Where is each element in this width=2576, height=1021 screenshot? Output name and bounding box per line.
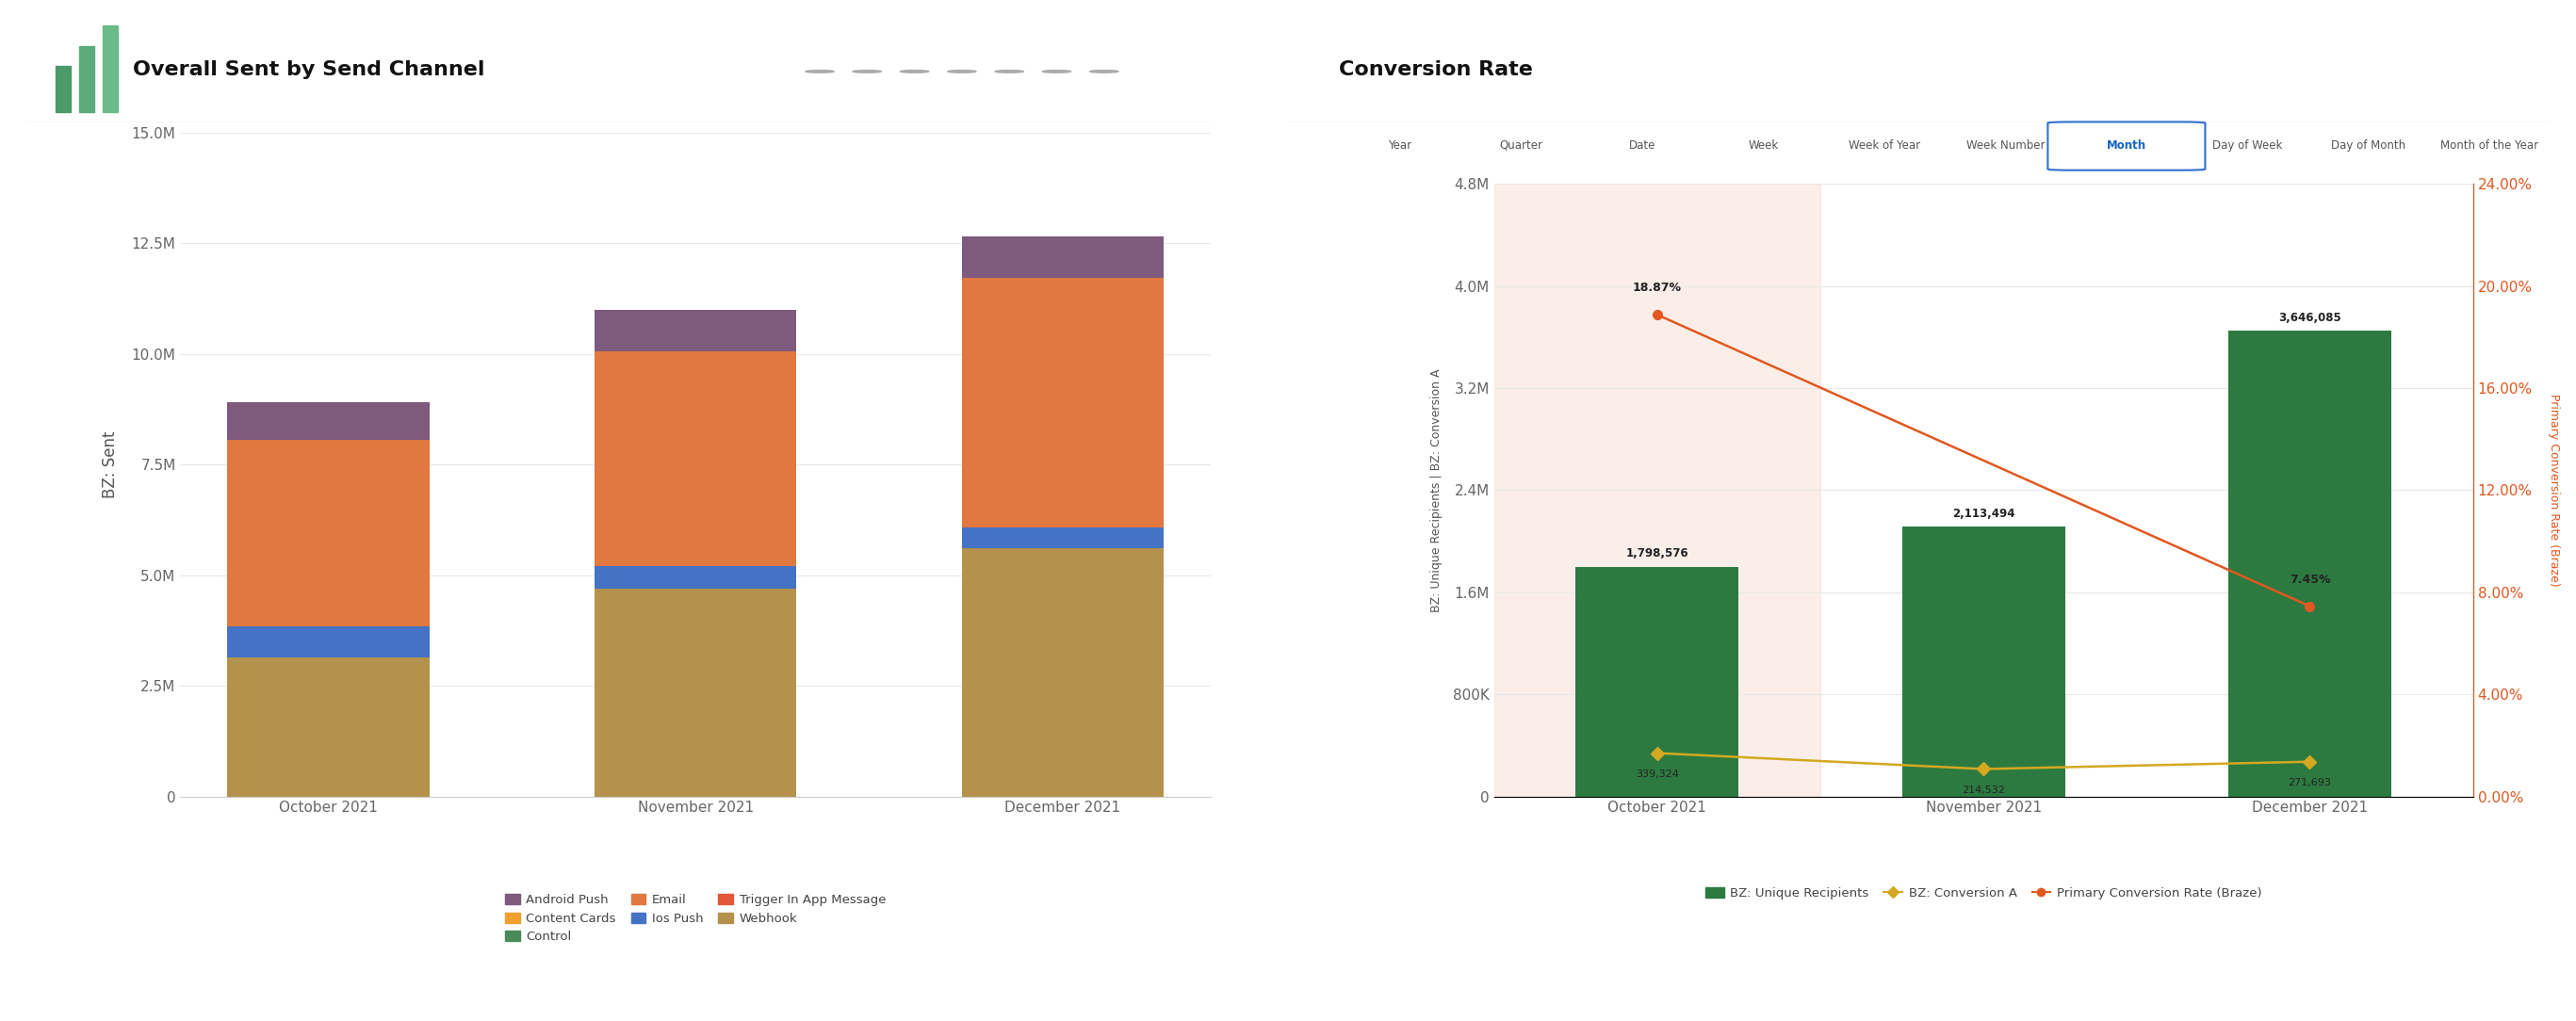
Text: Conversion Rate: Conversion Rate: [1340, 60, 1533, 79]
Bar: [1901, 527, 2066, 796]
Text: 7.45%: 7.45%: [2290, 574, 2331, 586]
FancyBboxPatch shape: [57, 66, 70, 112]
Bar: [227, 440, 430, 626]
FancyBboxPatch shape: [2048, 121, 2205, 171]
Bar: [595, 567, 796, 588]
Bar: [227, 658, 430, 796]
Bar: [1494, 184, 1821, 796]
Line: Primary Conversion Rate (Braze): Primary Conversion Rate (Braze): [1654, 310, 2313, 611]
Bar: [595, 309, 796, 351]
Text: 1,798,576: 1,798,576: [1625, 547, 1690, 560]
Text: Day of Week: Day of Week: [2213, 140, 2282, 151]
Text: Overall Sent by Send Channel: Overall Sent by Send Channel: [131, 60, 484, 79]
BZ: Conversion A: (0, 3.39e+05): Conversion A: (0, 3.39e+05): [1641, 747, 1672, 760]
Text: 339,324: 339,324: [1636, 770, 1680, 779]
Text: Date: Date: [1628, 140, 1656, 151]
Text: Month of the Year: Month of the Year: [2439, 140, 2540, 151]
Bar: [1577, 567, 1739, 796]
Text: Day of Month: Day of Month: [2331, 140, 2406, 151]
Y-axis label: BZ: Sent: BZ: Sent: [100, 431, 118, 498]
FancyBboxPatch shape: [103, 26, 118, 112]
Bar: [961, 528, 1164, 548]
Primary Conversion Rate (Braze): [2295, 600, 2326, 613]
Text: 18.87%: 18.87%: [1633, 282, 1682, 294]
Text: Month: Month: [2107, 140, 2146, 151]
Circle shape: [994, 70, 1023, 72]
Text: Week: Week: [1749, 140, 1777, 151]
FancyBboxPatch shape: [80, 46, 95, 112]
Text: Quarter: Quarter: [1499, 140, 1543, 151]
Bar: [227, 402, 430, 440]
Bar: [961, 548, 1164, 796]
Circle shape: [1043, 70, 1072, 72]
Bar: [595, 588, 796, 796]
Circle shape: [853, 70, 881, 72]
Bar: [961, 278, 1164, 528]
Text: 271,693: 271,693: [2287, 778, 2331, 788]
Bar: [227, 626, 430, 658]
Legend: BZ: Unique Recipients, BZ: Conversion A, Primary Conversion Rate (Braze): BZ: Unique Recipients, BZ: Conversion A,…: [1700, 882, 2267, 905]
Y-axis label: Primary Conversion Rate (Braze): Primary Conversion Rate (Braze): [2548, 394, 2561, 586]
Legend: Android Push, Content Cards, Control, Email, Ios Push, Trigger In App Message, W: Android Push, Content Cards, Control, Em…: [500, 889, 891, 949]
Line: BZ: Conversion A: BZ: Conversion A: [1654, 748, 2313, 774]
Text: 2,113,494: 2,113,494: [1953, 507, 2014, 520]
Text: Year: Year: [1388, 140, 1412, 151]
Circle shape: [948, 70, 976, 72]
Bar: [2228, 331, 2391, 796]
Y-axis label: BZ: Unique Recipients | BZ: Conversion A: BZ: Unique Recipients | BZ: Conversion A: [1430, 369, 1443, 612]
Bar: [961, 237, 1164, 278]
Text: Week of Year: Week of Year: [1850, 140, 1919, 151]
Text: 3,646,085: 3,646,085: [2277, 311, 2342, 324]
Circle shape: [1090, 70, 1118, 72]
Circle shape: [899, 70, 930, 72]
Primary Conversion Rate (Braze): [1641, 308, 1672, 321]
Circle shape: [806, 70, 835, 72]
Text: Week Number: Week Number: [1965, 140, 2045, 151]
Bar: [595, 351, 796, 567]
BZ: Conversion A: (1, 2.15e+05): Conversion A: (1, 2.15e+05): [1968, 763, 1999, 775]
Text: 214,532: 214,532: [1963, 785, 2004, 795]
BZ: Conversion A: (2, 2.72e+05): Conversion A: (2, 2.72e+05): [2295, 756, 2326, 768]
